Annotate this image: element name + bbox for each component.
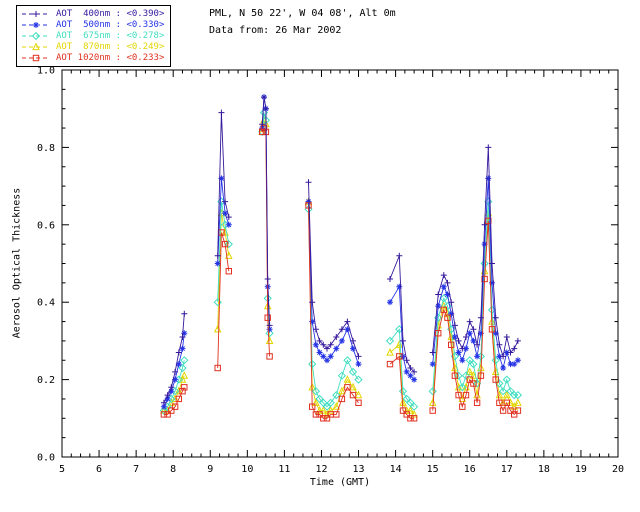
y-axis-label: Aerosol Optical Thickness xyxy=(11,187,23,339)
y-tick-label: 0.4 xyxy=(37,298,55,309)
x-tick-label: 7 xyxy=(133,464,139,475)
tick-labels: 5 6 7 8 9 10 11 12 13 14 15 16 17 18 19 20 0.0 0.2 0.4 0.6 0… xyxy=(37,66,624,476)
x-tick-label: 9 xyxy=(207,464,213,475)
y-tick-label: 0.6 xyxy=(37,220,55,231)
x-tick-label: 10 xyxy=(241,464,253,475)
series-500nm xyxy=(160,94,521,410)
x-tick-label: 18 xyxy=(538,464,550,475)
ticks xyxy=(61,69,619,458)
legend-label: AOT 675nm : <0.278> xyxy=(56,31,165,41)
legend-entry-400nm: AOT 400nm : <0.390> xyxy=(21,9,164,19)
axes xyxy=(61,69,619,458)
x-tick-label: 14 xyxy=(390,464,402,475)
station-info: PML, N 50 22', W 04 08', Alt 0m xyxy=(209,8,396,19)
legend-entry-870nm: AOT 870nm : <0.249> xyxy=(21,42,164,52)
legend-line-sample xyxy=(22,54,50,62)
legend-label: AOT 400nm : <0.390> xyxy=(56,9,165,19)
x-tick-label: 11 xyxy=(278,464,290,475)
legend-box: AOT 400nm : <0.390> AOT 500nm : <0.330> AO… xyxy=(16,5,172,67)
header-text: PML, N 50 22', W 04 08', Alt 0m Data fro… xyxy=(209,5,396,39)
y-tick-label: 0.2 xyxy=(37,375,55,386)
legend-entry-500nm: AOT 500nm : <0.330> xyxy=(21,20,164,30)
x-tick-label: 19 xyxy=(575,464,587,475)
legend-line-sample xyxy=(22,42,50,51)
x-tick-label: 8 xyxy=(170,464,176,475)
legend-label: AOT 500nm : <0.330> xyxy=(56,20,165,30)
y-tick-label: 0.8 xyxy=(37,143,55,154)
x-axis-label: Time (GMT) xyxy=(309,477,371,488)
series-400nm xyxy=(160,94,521,406)
x-tick-label: 15 xyxy=(427,464,439,475)
x-tick-label: 6 xyxy=(96,464,102,475)
legend-label: AOT 870nm : <0.249> xyxy=(56,42,165,52)
legend-line-sample xyxy=(22,31,50,41)
legend-line-sample xyxy=(22,22,50,28)
y-tick-label: 0.0 xyxy=(37,453,55,464)
legend-entry-675nm: AOT 675nm : <0.278> xyxy=(21,31,164,41)
x-tick-label: 12 xyxy=(315,464,327,475)
y-tick-label: 1.0 xyxy=(37,66,55,77)
data-date: Data from: 26 Mar 2002 xyxy=(209,25,342,36)
legend-entry-1020nm: AOT 1020nm : <0.233> xyxy=(21,53,164,63)
legend-label: AOT 1020nm : <0.233> xyxy=(56,53,165,63)
x-tick-label: 17 xyxy=(501,464,513,475)
x-tick-label: 13 xyxy=(353,464,365,475)
x-tick-label: 5 xyxy=(59,464,65,475)
series-675nm xyxy=(159,108,523,415)
series-1020nm xyxy=(160,124,522,422)
x-tick-label: 20 xyxy=(612,464,624,475)
x-tick-label: 16 xyxy=(464,464,476,475)
legend-line-sample xyxy=(22,11,50,17)
